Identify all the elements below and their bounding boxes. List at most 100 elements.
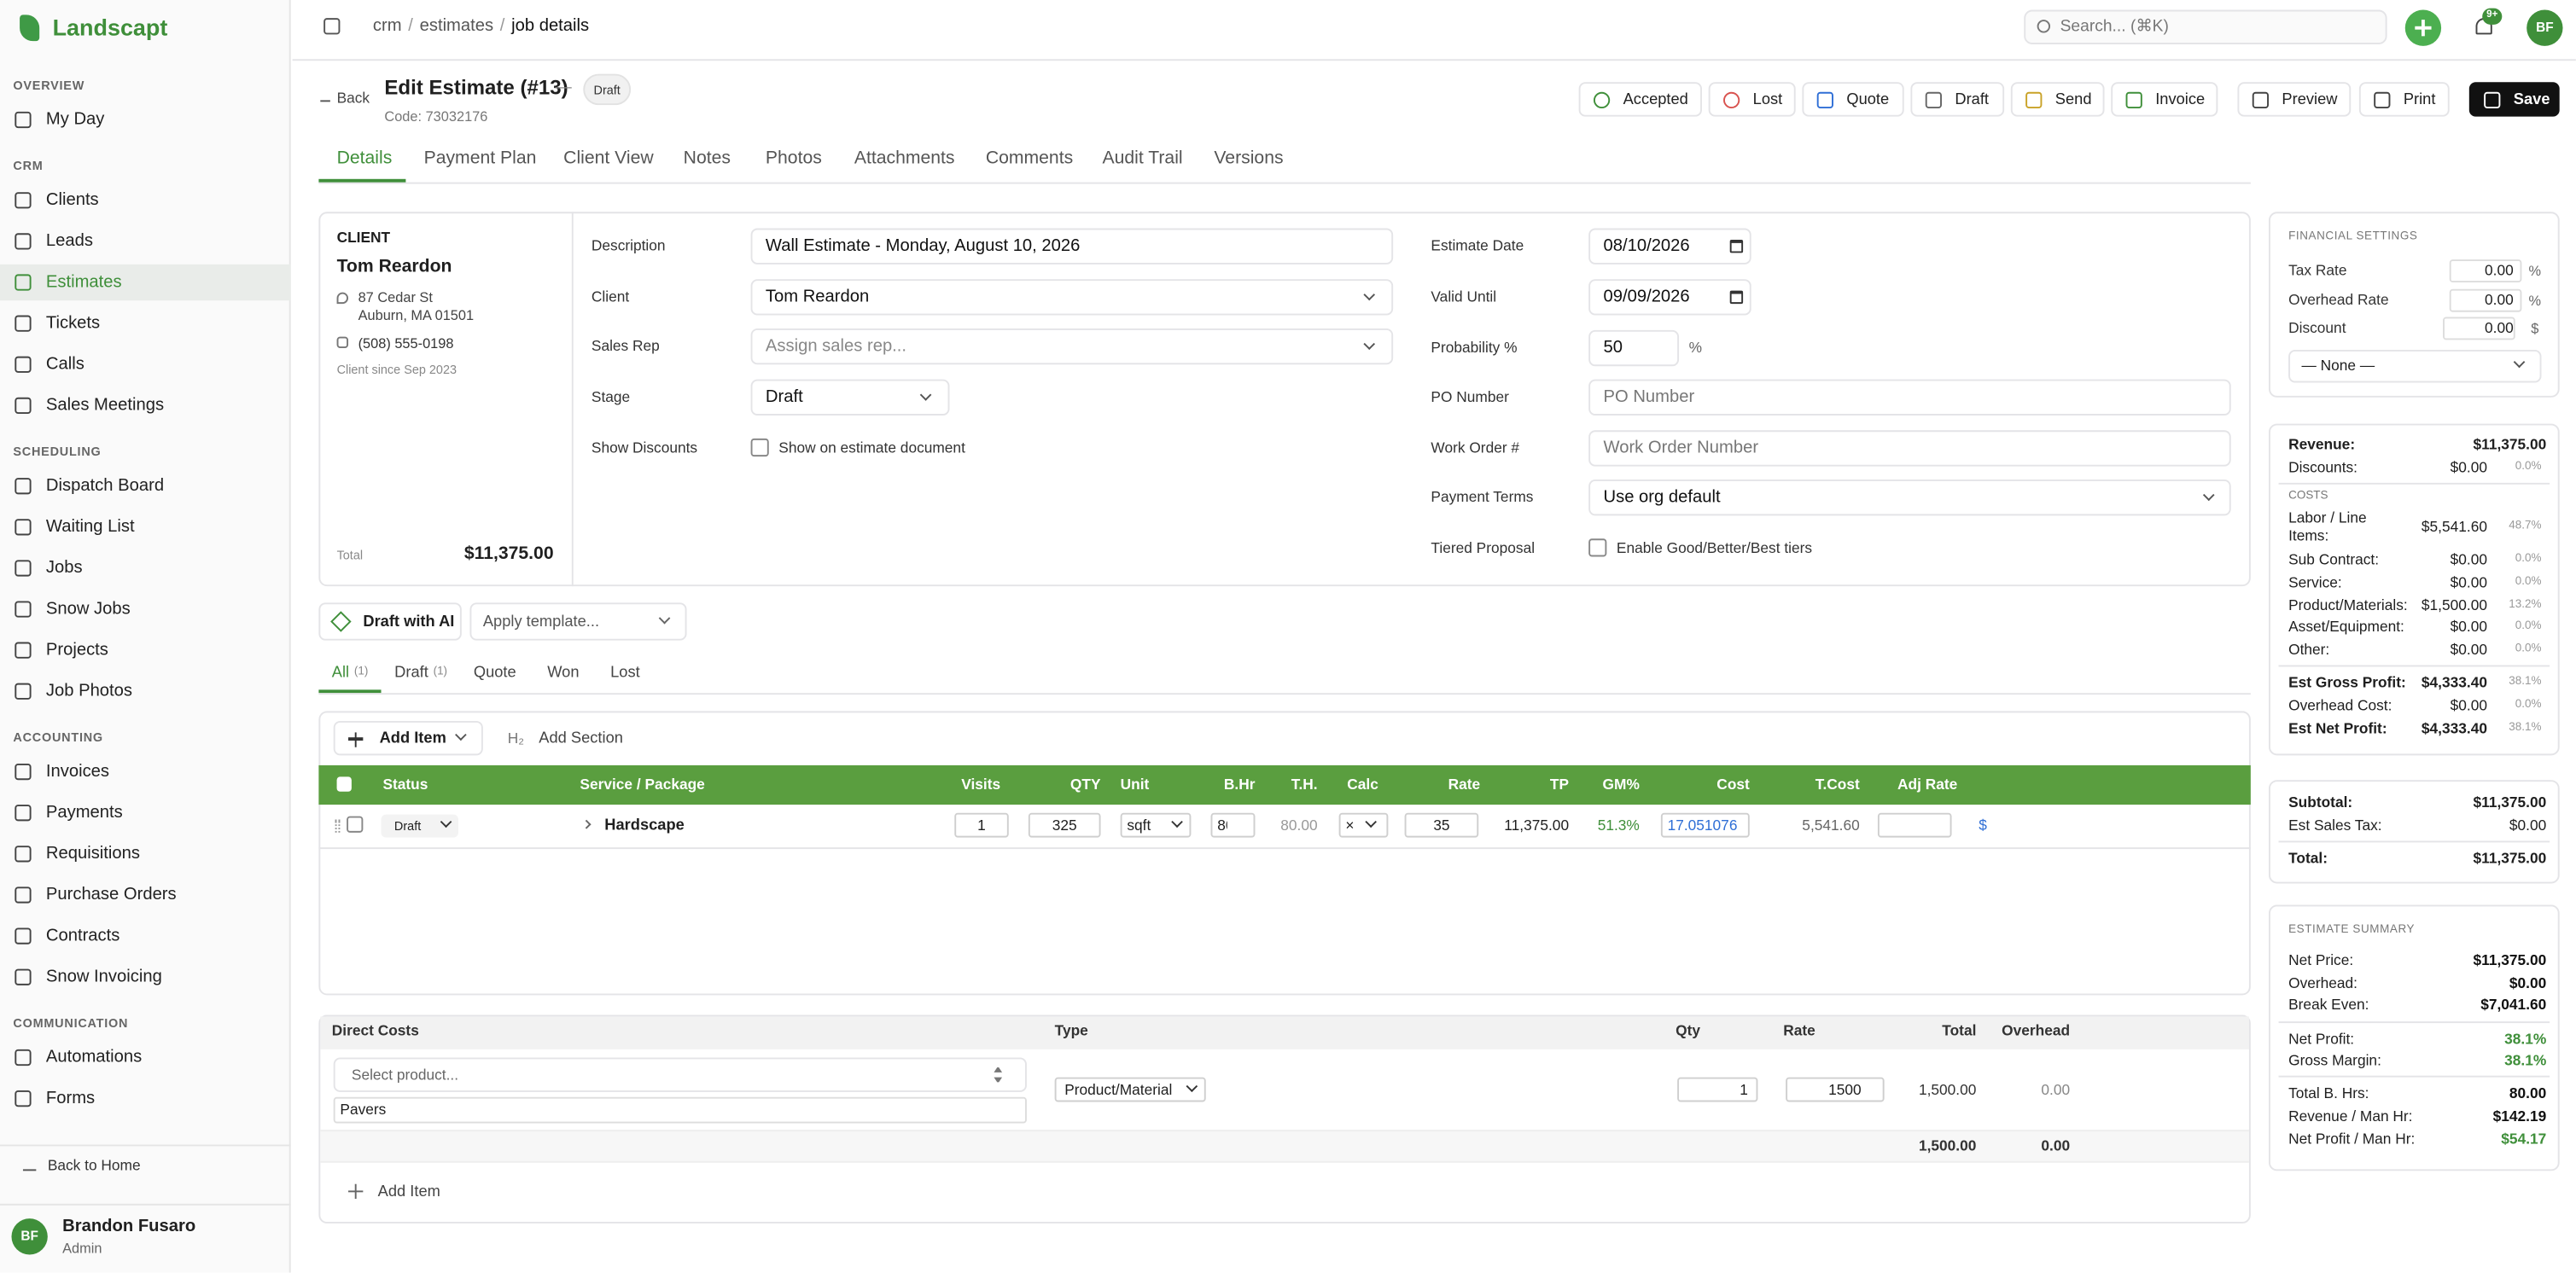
field-input[interactable] bbox=[1588, 480, 2231, 516]
nav-item[interactable]: Requisitions bbox=[45, 843, 140, 863]
field-input[interactable] bbox=[750, 279, 1394, 316]
nav-item[interactable]: Payments bbox=[45, 802, 123, 823]
column-header: Service / Package bbox=[580, 776, 705, 793]
action-button[interactable] bbox=[2237, 82, 2352, 117]
cell-input[interactable] bbox=[1120, 812, 1192, 838]
nav-item[interactable]: Projects bbox=[45, 640, 108, 660]
back-to-home[interactable]: Back to Home bbox=[47, 1157, 141, 1174]
client-since: Client since Sep 2023 bbox=[336, 362, 458, 377]
add-item-button[interactable] bbox=[333, 720, 483, 756]
setting-input[interactable] bbox=[2449, 288, 2522, 312]
filter-tab[interactable]: All bbox=[331, 664, 350, 683]
currency: $ bbox=[1979, 816, 1987, 834]
nav-item[interactable]: Contracts bbox=[45, 925, 120, 946]
nav-item[interactable]: Forms bbox=[45, 1088, 96, 1108]
field-input[interactable] bbox=[750, 328, 1394, 365]
ai-button[interactable] bbox=[318, 602, 462, 641]
checkbox[interactable] bbox=[1588, 538, 1607, 557]
field-input[interactable] bbox=[750, 228, 1394, 264]
filter-tab[interactable]: Quote bbox=[473, 664, 516, 683]
cell-input[interactable] bbox=[1338, 812, 1389, 838]
tab[interactable]: Notes bbox=[683, 148, 731, 169]
setting-unit: % bbox=[2528, 262, 2542, 280]
nav-item[interactable]: My Day bbox=[45, 109, 105, 130]
add-section-label[interactable]: Add Section bbox=[539, 729, 623, 747]
cell-input[interactable] bbox=[1877, 812, 1952, 838]
field-input[interactable] bbox=[1588, 279, 1751, 316]
client-label: CLIENT bbox=[336, 229, 391, 246]
tab[interactable]: Versions bbox=[1214, 148, 1284, 169]
tab[interactable]: Photos bbox=[765, 148, 822, 169]
icon bbox=[2252, 90, 2270, 108]
qty-input[interactable] bbox=[1677, 1077, 1758, 1102]
action-button[interactable] bbox=[2111, 82, 2218, 117]
breadcrumb-item[interactable]: crm bbox=[372, 15, 402, 36]
icon bbox=[1925, 90, 1942, 108]
product-select[interactable] bbox=[333, 1057, 1027, 1092]
field-input[interactable] bbox=[1588, 379, 2231, 416]
nav-item[interactable]: Estimates bbox=[45, 271, 122, 293]
nav-item[interactable]: Waiting List bbox=[45, 516, 135, 537]
action-button[interactable] bbox=[1910, 82, 2005, 117]
tab[interactable]: Payment Plan bbox=[423, 148, 537, 169]
icon bbox=[15, 315, 32, 332]
summary-value: $5,541.60 bbox=[2421, 518, 2487, 535]
action-button[interactable] bbox=[1708, 82, 1796, 117]
type-select[interactable] bbox=[1054, 1077, 1206, 1102]
filter-tab[interactable]: Won bbox=[547, 664, 580, 683]
cell-input[interactable] bbox=[1210, 812, 1256, 838]
section-icon[interactable]: H₂ bbox=[507, 729, 524, 747]
search-box[interactable] bbox=[2024, 9, 2387, 44]
nav-item[interactable]: Tickets bbox=[45, 313, 101, 334]
field-label: Valid Until bbox=[1431, 288, 1497, 305]
back-link[interactable]: Back bbox=[336, 90, 370, 107]
estimate-value: $0.00 bbox=[2509, 974, 2547, 991]
setting-input[interactable] bbox=[2449, 259, 2522, 283]
nav-item[interactable]: Calls bbox=[45, 354, 85, 375]
totals-card bbox=[2269, 780, 2560, 884]
nav-item[interactable]: Jobs bbox=[45, 557, 83, 578]
discount-select[interactable] bbox=[2288, 349, 2542, 383]
setting-input[interactable] bbox=[2443, 317, 2515, 340]
nav-item[interactable]: Leads bbox=[45, 230, 93, 251]
tab[interactable]: Details bbox=[336, 148, 393, 169]
nav-item[interactable]: Purchase Orders bbox=[45, 884, 177, 904]
checkbox[interactable] bbox=[347, 816, 364, 833]
nav-item[interactable]: Invoices bbox=[45, 761, 110, 782]
cell-input[interactable] bbox=[954, 812, 1009, 838]
add-direct-item[interactable]: Add Item bbox=[377, 1182, 440, 1200]
icon bbox=[2484, 90, 2501, 108]
tab[interactable]: Comments bbox=[985, 148, 1074, 169]
field-input[interactable] bbox=[1588, 329, 1680, 367]
filter-tab[interactable]: Draft bbox=[394, 664, 428, 683]
nav-item[interactable]: Dispatch Board bbox=[45, 475, 165, 496]
checkbox[interactable] bbox=[750, 438, 769, 457]
status-select[interactable] bbox=[381, 814, 458, 838]
field-input[interactable] bbox=[1588, 430, 2231, 467]
cell-input[interactable] bbox=[1404, 812, 1479, 838]
top-avatar[interactable] bbox=[2526, 9, 2563, 46]
nav-item[interactable]: Automations bbox=[45, 1047, 143, 1067]
name-input[interactable] bbox=[333, 1096, 1027, 1124]
nav-item[interactable]: Job Photos bbox=[45, 681, 133, 701]
action-button[interactable] bbox=[1802, 82, 1904, 117]
tab[interactable]: Attachments bbox=[854, 148, 955, 169]
field-input[interactable] bbox=[1588, 228, 1751, 264]
column-header: Type bbox=[1054, 1022, 1088, 1039]
nav-item[interactable]: Sales Meetings bbox=[45, 395, 165, 416]
breadcrumb-item[interactable]: estimates bbox=[419, 15, 494, 36]
nav-item[interactable]: Clients bbox=[45, 189, 99, 210]
field-input[interactable] bbox=[750, 379, 950, 416]
rate-input[interactable] bbox=[1786, 1077, 1885, 1102]
nav-item[interactable]: Snow Invoicing bbox=[45, 967, 162, 987]
template-select[interactable] bbox=[469, 602, 687, 641]
summary-value: $1,500.00 bbox=[2421, 596, 2487, 614]
filter-tab[interactable]: Lost bbox=[610, 664, 640, 683]
cell-input[interactable] bbox=[1028, 812, 1101, 838]
checkbox[interactable] bbox=[336, 776, 352, 792]
cell-input[interactable] bbox=[1660, 812, 1750, 838]
tab[interactable]: Audit Trail bbox=[1102, 148, 1183, 169]
tab[interactable]: Client View bbox=[563, 148, 654, 169]
nav-item[interactable]: Snow Jobs bbox=[45, 598, 131, 619]
sidebar-toggle[interactable] bbox=[323, 18, 341, 35]
